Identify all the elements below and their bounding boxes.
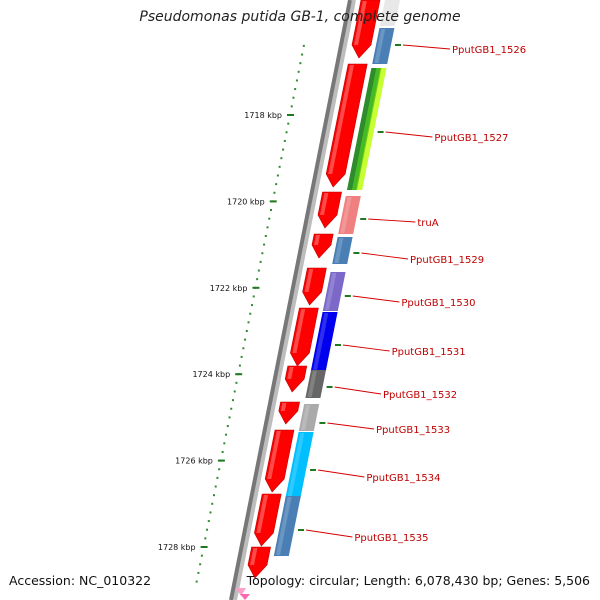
cds-arrow (290, 307, 319, 367)
backbone (229, 0, 352, 600)
cds-highlight (280, 403, 287, 411)
gene-label: PputGB1_1533 (376, 425, 450, 436)
partial-arrow (240, 594, 250, 600)
gene-label: PputGB1_1531 (392, 347, 466, 358)
cds-arrow (264, 429, 295, 493)
cds-arrow (278, 401, 300, 425)
label-connector (352, 295, 400, 303)
cds-arrow (254, 493, 282, 547)
cds-highlight (328, 65, 354, 174)
ticks-layer: 1718 kbp 1720 kbp 1722 kbp 1724 kbp 1726 kbp… (158, 22, 306, 583)
fade-overlay (262, 22, 306, 30)
gene-band-highlight (287, 433, 305, 499)
label-connector (368, 218, 416, 223)
gene-band (338, 196, 361, 234)
cds-layer (247, 0, 381, 579)
cds-highlight (292, 309, 306, 353)
backbone-shadow (233, 0, 356, 600)
gene-band-highlight (340, 197, 352, 233)
gene-band-highlight (301, 405, 310, 430)
label-connector (334, 386, 382, 395)
tick-label: 1724 kbp (192, 370, 230, 379)
gene-band-shade (357, 68, 387, 190)
gene-band (305, 370, 326, 398)
cds-highlight (250, 548, 258, 565)
gene-label: PputGB1_1534 (366, 473, 440, 484)
gene-label: PputGB1_1530 (401, 298, 475, 309)
cds-highlight (314, 235, 320, 245)
gene-label: PputGB1_1532 (383, 390, 457, 401)
cds-arrow (325, 63, 368, 188)
gene-band-highlight (313, 313, 329, 370)
partial-arrows (236, 588, 250, 600)
gene-band (310, 312, 338, 371)
cds-arrow (311, 233, 334, 259)
gene-band-fragment (379, 0, 400, 26)
gene-band (285, 432, 314, 500)
cds-highlight (267, 431, 281, 479)
tick-label: 1728 kbp (158, 543, 196, 552)
tick-label: 1726 kbp (175, 457, 213, 466)
map-title: Pseudomonas putida GB-1, complete genome (139, 9, 461, 25)
gene-band-highlight (325, 273, 337, 310)
label-connector (385, 131, 433, 138)
gene-label: PputGB1_1527 (434, 133, 508, 144)
label-connector (402, 44, 451, 50)
cds-arrow (351, 0, 381, 59)
tick-label: 1720 kbp (227, 197, 265, 206)
gene-band-highlight (276, 497, 292, 555)
gene-label: PputGB1_1526 (452, 45, 526, 56)
gene-band-highlight (307, 371, 317, 397)
gene-label: PputGB1_1535 (354, 533, 428, 544)
cds-highlight (354, 1, 367, 45)
gene-band (332, 237, 353, 264)
accession-text: Accession: NC_010322 (9, 573, 152, 588)
cds-highlight (287, 367, 294, 379)
gene-label: truA (417, 218, 438, 229)
label-layer: PputGB1_1526 PputGB1_1527 truA PputGB1_1529… (305, 44, 526, 544)
gene-band-highlight (374, 29, 386, 63)
tick-label: 1722 kbp (210, 284, 248, 293)
gene-label: PputGB1_1529 (410, 255, 484, 266)
gene-band-shade (352, 68, 381, 190)
gene-band (273, 496, 301, 556)
cds-highlight (304, 269, 314, 292)
gene-band-shade (347, 68, 377, 190)
cds-highlight (320, 193, 329, 215)
gene-band (322, 272, 346, 311)
tick-label: 1718 kbp (244, 111, 282, 120)
topology-text: Topology: circular; Length: 6,078,430 bp… (246, 573, 590, 588)
gene-layer (273, 0, 401, 556)
label-connector (342, 344, 390, 352)
label-connector (305, 529, 353, 538)
label-connector (361, 252, 409, 260)
gene-band (372, 28, 395, 64)
cds-highlight (256, 495, 268, 533)
gene-band (298, 404, 320, 431)
gene-band-highlight (334, 238, 344, 263)
partial-arrow (236, 588, 246, 596)
label-connector (327, 422, 375, 430)
backbone-layer (229, 0, 356, 600)
label-connector (317, 469, 365, 478)
